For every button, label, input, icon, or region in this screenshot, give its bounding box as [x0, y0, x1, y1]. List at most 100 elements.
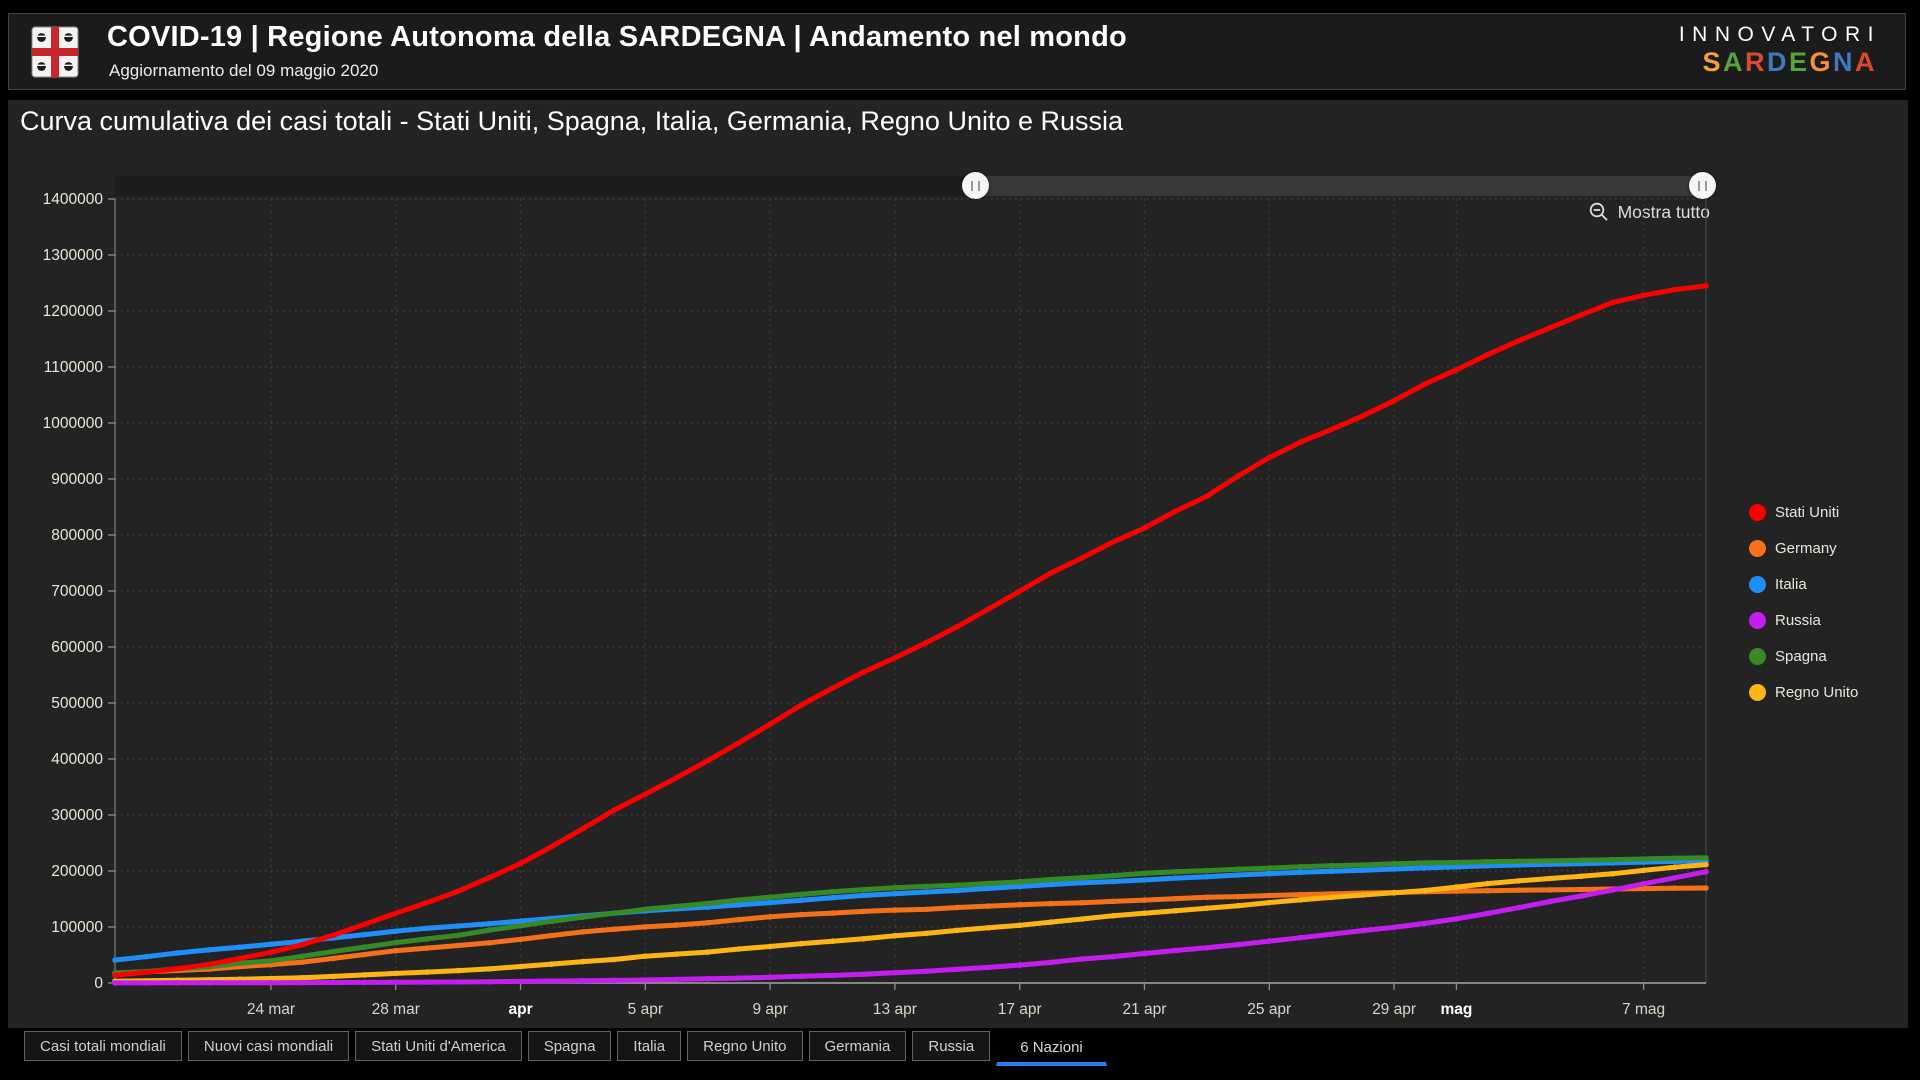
series-point — [548, 932, 555, 939]
y-tick-label: 700000 — [51, 583, 103, 600]
series-point — [580, 914, 586, 920]
series-point — [237, 944, 243, 950]
series-point — [330, 979, 337, 986]
y-tick-label: 1000000 — [43, 415, 104, 432]
tab-nuovi-casi-mondiali[interactable]: Nuovi casi mondiali — [187, 1031, 350, 1061]
series-point — [1172, 875, 1179, 881]
series-point — [1360, 892, 1366, 898]
series-point — [829, 972, 836, 979]
series-point — [548, 843, 555, 850]
tab-italia[interactable]: Italia — [617, 1031, 682, 1061]
series-point — [517, 923, 524, 929]
series-point — [1235, 902, 1241, 909]
slider-track-unselected[interactable] — [115, 176, 975, 196]
sheet-tabs: Casi totali mondiali Nuovi casi mondiali S… — [24, 1031, 1107, 1066]
brand-letter: R — [1744, 47, 1767, 78]
series-point — [361, 931, 368, 938]
series-point — [330, 948, 337, 955]
series-point — [1328, 426, 1335, 433]
series-point — [954, 904, 961, 911]
series-point — [455, 888, 462, 895]
series-point — [1360, 413, 1366, 419]
tab-regno-unito[interactable]: Regno Unito — [687, 1031, 803, 1061]
series-point — [580, 958, 586, 965]
series-point — [1110, 912, 1117, 919]
series-point — [829, 910, 836, 916]
series-point — [1328, 894, 1335, 901]
series-point — [517, 936, 524, 943]
series-point — [1110, 878, 1117, 885]
series-point — [1547, 875, 1553, 882]
legend-item-russia[interactable]: Russia — [1749, 612, 1858, 629]
series-point — [1609, 887, 1616, 893]
series-point — [455, 979, 462, 985]
series-point — [112, 980, 118, 986]
legend-item-regno-unito[interactable]: Regno Unito — [1749, 684, 1858, 701]
x-tick-label: 7 mag — [1622, 1001, 1665, 1018]
series-point — [1640, 867, 1647, 874]
legend-item-germany[interactable]: Germany — [1749, 540, 1858, 557]
series-point — [954, 927, 961, 934]
series-point — [1141, 897, 1148, 903]
series-point — [1048, 876, 1054, 883]
series-point — [1016, 901, 1023, 908]
slider-handle-left[interactable] — [962, 172, 989, 199]
tab-russia[interactable]: Russia — [912, 1031, 991, 1061]
series-point — [580, 929, 586, 935]
show-all-button[interactable]: Mostra tutto — [1588, 201, 1710, 223]
legend-label: Regno Unito — [1775, 684, 1859, 701]
series-point — [205, 980, 212, 986]
series-point — [954, 887, 961, 894]
series-point — [642, 924, 649, 930]
tab-spagna[interactable]: Spagna — [527, 1031, 612, 1061]
legend-label: Stati Uniti — [1775, 504, 1840, 521]
series-point — [1703, 885, 1709, 891]
series-point — [923, 889, 929, 895]
series-line-germany — [112, 885, 1709, 977]
series-point — [1235, 893, 1241, 900]
slider-handle-right[interactable] — [1689, 172, 1716, 199]
series-point — [1547, 887, 1553, 893]
series-point — [736, 740, 742, 746]
legend: Stati Uniti Germany Italia Russia Spagna Regn… — [1749, 504, 1858, 701]
series-point — [205, 961, 212, 968]
series-point — [1672, 286, 1678, 293]
series-point — [1640, 292, 1647, 299]
series-point — [1110, 898, 1117, 905]
series-point — [1453, 367, 1460, 373]
series-point — [767, 943, 773, 950]
y-tick-label: 500000 — [51, 695, 103, 712]
brand-letter: A — [1722, 47, 1745, 78]
slider-track-selected[interactable] — [975, 176, 1706, 196]
series-point — [1453, 884, 1460, 890]
series-point — [1547, 325, 1553, 331]
legend-label: Germany — [1775, 540, 1837, 557]
tab-germania[interactable]: Germania — [808, 1031, 907, 1061]
tab-6-nazioni[interactable]: 6 Nazioni — [996, 1031, 1107, 1066]
series-point — [704, 757, 711, 764]
x-tick-label: 9 apr — [752, 1001, 787, 1018]
series-point — [923, 639, 929, 646]
series-point — [642, 953, 649, 959]
series-point — [330, 973, 337, 980]
app-header: COVID-19 | Regione Autonoma della SARDEG… — [8, 13, 1906, 90]
series-point — [673, 774, 680, 781]
brand-letter: A — [1855, 47, 1877, 78]
series-point — [1609, 871, 1616, 877]
series-point — [486, 940, 493, 946]
series-line-regno-unito — [112, 862, 1709, 984]
series-point — [299, 959, 306, 965]
series-point — [548, 918, 555, 925]
brand-letter: D — [1766, 47, 1789, 78]
series-point — [767, 974, 773, 981]
legend-item-spagna[interactable]: Spagna — [1749, 648, 1858, 665]
series-point — [237, 955, 243, 962]
tab-casi-totali-mondiali[interactable]: Casi totali mondiali — [24, 1031, 182, 1061]
series-point — [985, 880, 992, 887]
legend-item-stati-uniti[interactable]: Stati Uniti — [1749, 504, 1858, 521]
legend-item-italia[interactable]: Italia — [1749, 576, 1858, 593]
series-point — [1484, 858, 1491, 865]
tab-stati-uniti-d-america[interactable]: Stati Uniti d'America — [355, 1031, 522, 1061]
series-point — [736, 946, 742, 952]
time-range-slider[interactable] — [115, 172, 1716, 199]
